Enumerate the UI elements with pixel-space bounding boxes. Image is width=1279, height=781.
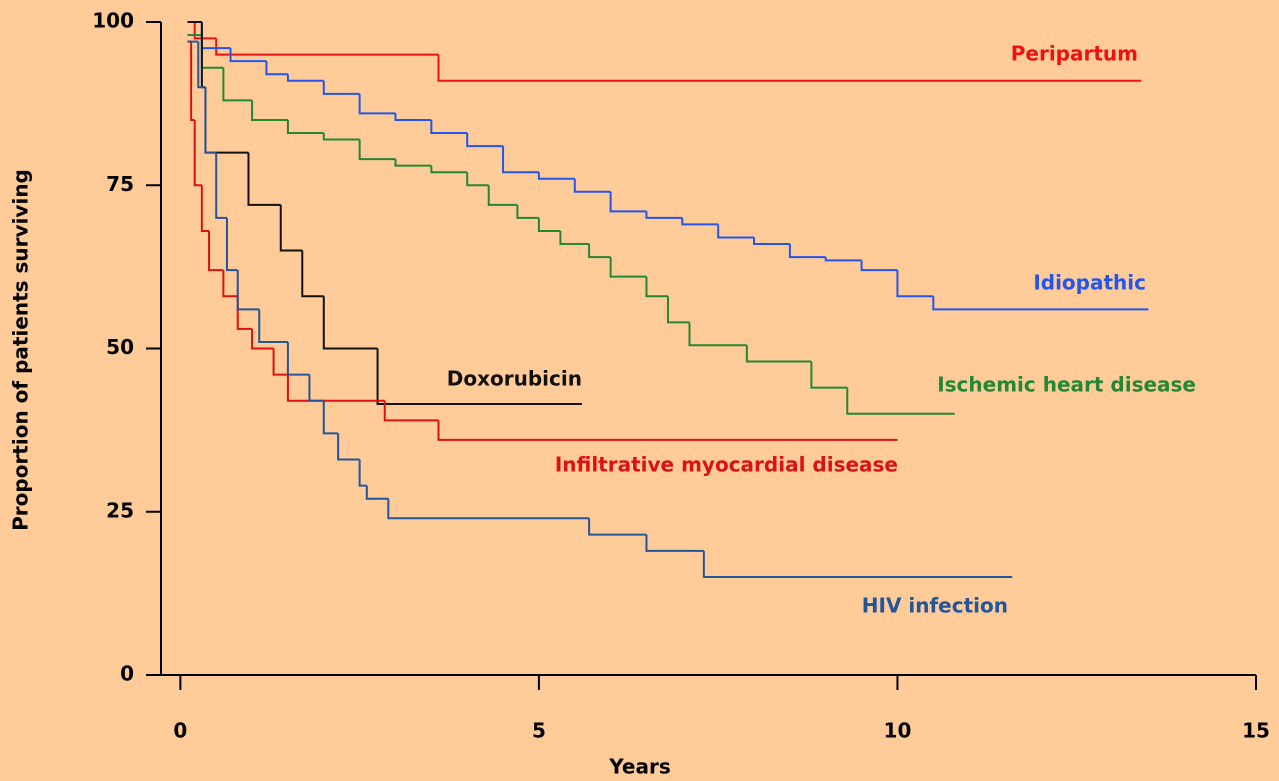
survival-step	[286, 374, 385, 402]
survival-step	[247, 152, 281, 206]
survival-step	[365, 485, 389, 500]
survival-step	[236, 270, 260, 311]
survival-step	[286, 341, 310, 376]
y-tick-label: 50	[106, 335, 134, 359]
survival-step	[394, 159, 432, 167]
y-tick-label: 75	[106, 172, 134, 196]
survival-step	[896, 270, 934, 298]
survival-step	[197, 41, 206, 89]
series-label: Idiopathic	[1033, 271, 1146, 295]
survival-step	[846, 387, 955, 415]
survival-step	[645, 534, 704, 552]
survival-step	[681, 217, 719, 226]
survival-step	[193, 22, 217, 40]
survival-step	[251, 100, 288, 121]
x-tick-label: 5	[532, 719, 546, 743]
survival-step	[394, 113, 432, 121]
survival-step	[204, 87, 217, 154]
survival-step	[487, 185, 518, 206]
survival-step	[286, 74, 324, 82]
survival-step	[688, 322, 747, 347]
survival-step	[932, 296, 1149, 311]
survival-step	[430, 165, 468, 174]
y-axis-label: Proportion of patients surviving	[9, 169, 33, 531]
survival-step	[645, 276, 668, 298]
survival-step	[645, 211, 683, 219]
survival-step	[215, 38, 439, 56]
survival-step	[358, 93, 396, 115]
survival-step	[193, 119, 202, 187]
survival-step	[502, 146, 539, 174]
survival-step	[588, 518, 647, 536]
survival-step	[279, 204, 303, 252]
survival-step	[387, 498, 590, 520]
survival-step	[286, 119, 324, 135]
survival-step	[860, 260, 898, 272]
survival-step	[810, 361, 848, 389]
survival-step	[702, 550, 1013, 579]
survival-step	[824, 257, 862, 262]
x-tick-label: 10	[884, 719, 912, 743]
survival-step	[337, 433, 360, 461]
survival-step	[308, 374, 324, 402]
survival-step	[265, 61, 288, 76]
survival-step	[383, 400, 439, 422]
survival-step	[251, 328, 274, 350]
survival-step	[466, 133, 504, 148]
series-label: Ischemic heart disease	[937, 373, 1196, 397]
series-label: HIV infection	[862, 594, 1008, 618]
survival-step	[609, 191, 647, 213]
x-tick-label: 15	[1242, 719, 1270, 743]
survival-step	[301, 250, 324, 298]
survival-step	[200, 185, 210, 232]
survival-step	[358, 459, 367, 487]
survival-step	[537, 217, 561, 232]
x-axis-label: Years	[608, 755, 670, 779]
survival-step	[322, 80, 360, 95]
survival-step	[215, 152, 227, 219]
survival-step	[559, 230, 590, 246]
survival-step	[466, 172, 489, 187]
survival-step	[225, 217, 238, 272]
survival-step	[437, 54, 1142, 82]
survival-step	[376, 348, 582, 406]
survival-step	[258, 309, 288, 343]
survival-step	[588, 244, 611, 259]
survival-step	[537, 172, 575, 180]
survival-step	[358, 139, 396, 161]
survival-step	[222, 270, 238, 298]
survival-step	[753, 237, 790, 246]
survival-step	[609, 257, 647, 278]
series-label: Doxorubicin	[447, 367, 582, 391]
survival-step	[516, 204, 539, 219]
survival-step	[322, 133, 360, 141]
survival-step	[666, 296, 690, 324]
survival-step	[190, 41, 195, 121]
survival-step	[437, 420, 898, 441]
series-label: Infiltrative myocardial disease	[555, 453, 898, 477]
survival-step	[717, 224, 755, 239]
survival-step	[272, 348, 288, 376]
survival-step	[322, 400, 339, 435]
x-tick-label: 0	[173, 719, 187, 743]
y-tick-label: 100	[92, 9, 134, 33]
series-label: Peripartum	[1011, 42, 1138, 66]
survival-step	[208, 230, 224, 272]
y-tick-label: 0	[120, 662, 134, 686]
survival-step	[788, 244, 826, 259]
survival-step	[222, 67, 253, 102]
survival-step	[322, 296, 378, 350]
y-tick-label: 25	[106, 498, 134, 522]
survival-step	[745, 345, 812, 363]
survival-step	[229, 48, 267, 63]
survival-step	[573, 178, 611, 193]
survival-step	[430, 119, 468, 135]
